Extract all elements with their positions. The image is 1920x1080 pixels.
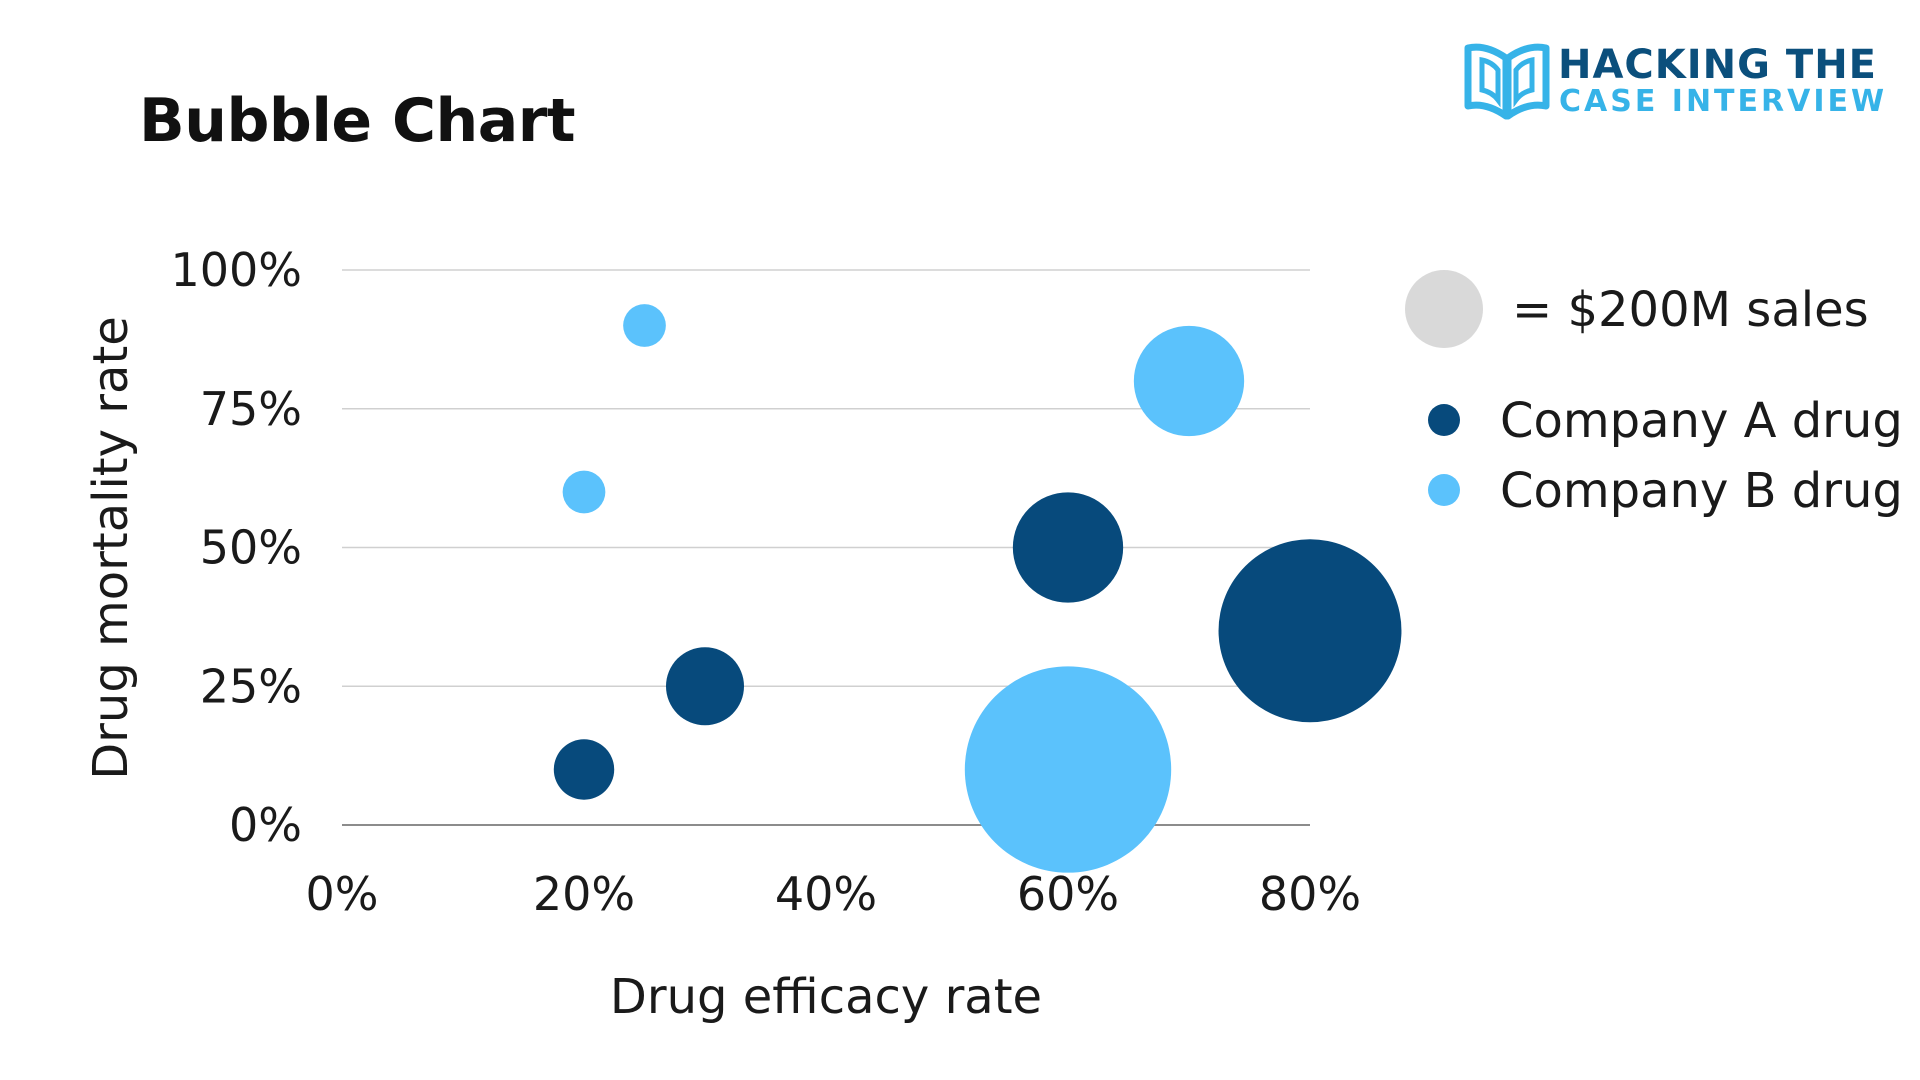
legend: = $200M sales Company A drug Company B d… xyxy=(1405,270,1903,519)
y-tick-label: 75% xyxy=(200,382,302,436)
bubbles xyxy=(553,304,1402,873)
y-tick-label: 50% xyxy=(200,521,302,575)
x-tick-label: 0% xyxy=(306,867,379,921)
size-legend-label: = $200M sales xyxy=(1512,282,1869,338)
chart-title: Bubble Chart xyxy=(139,86,576,156)
bubble-company-a xyxy=(666,647,744,726)
x-tick-label: 20% xyxy=(533,867,635,921)
x-tick-label: 80% xyxy=(1259,867,1361,921)
brand-logo: HACKING THE CASE INTERVIEW xyxy=(1462,40,1892,126)
legend-label-company-a: Company A drug xyxy=(1500,393,1903,449)
bubble-company-a xyxy=(1012,492,1124,603)
legend-marker-company-b xyxy=(1428,474,1460,506)
y-tick-label: 25% xyxy=(200,659,302,713)
y-tick-label: 0% xyxy=(229,798,302,852)
open-book-icon xyxy=(1464,43,1550,120)
bubble-company-a xyxy=(553,739,615,800)
y-tick-label: 100% xyxy=(170,243,302,297)
bubble-company-a xyxy=(1218,539,1402,723)
bubble-company-b xyxy=(623,304,666,347)
bubble-company-b xyxy=(1133,325,1245,437)
x-axis-title: Drug efficacy rate xyxy=(610,969,1042,1025)
x-tick-label: 60% xyxy=(1017,867,1119,921)
x-tick-label: 40% xyxy=(775,867,877,921)
size-legend-bubble xyxy=(1405,270,1483,348)
bubble-company-b xyxy=(562,470,606,514)
legend-marker-company-a xyxy=(1428,404,1460,436)
legend-label-company-b: Company B drug xyxy=(1500,463,1903,519)
x-axis-ticks: 0% 20% 40% 60% 80% xyxy=(306,867,1362,921)
logo-text-line2: CASE INTERVIEW xyxy=(1559,84,1888,119)
logo-text-line1: HACKING THE xyxy=(1558,42,1877,88)
y-axis-title: Drug mortality rate xyxy=(83,316,139,780)
bubble-company-b xyxy=(964,666,1172,873)
y-axis-ticks: 0% 25% 50% 75% 100% xyxy=(170,243,302,852)
